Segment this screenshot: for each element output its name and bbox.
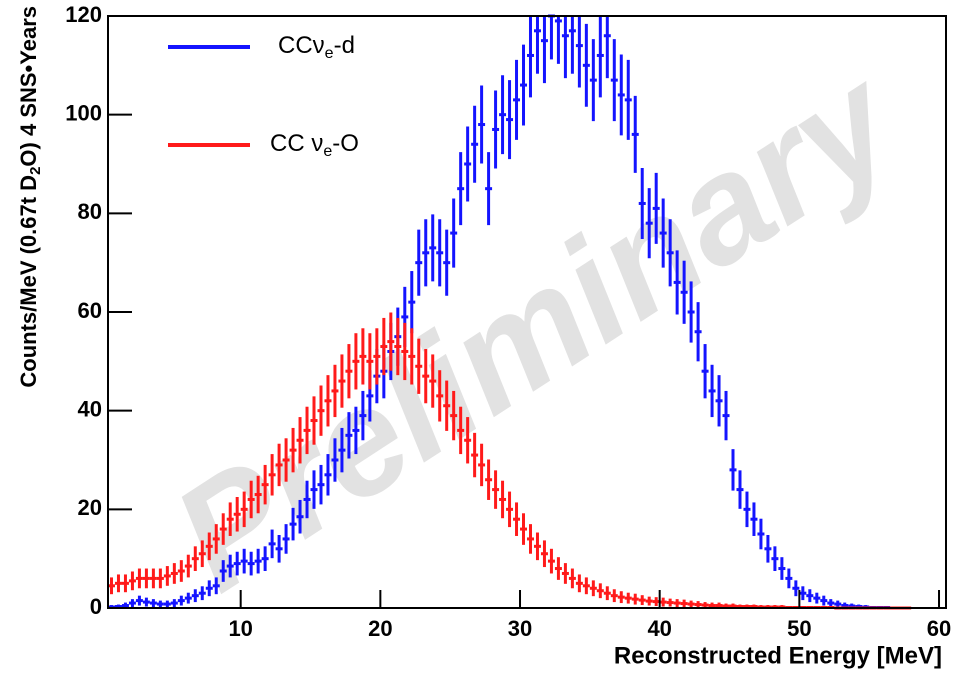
x-tick-label: 60 [927, 616, 951, 641]
y-axis-label: Counts/MeV (0.67t D2O) 4 SNS•Years [16, 6, 44, 388]
legend-subscript: e [323, 143, 332, 160]
y-label-subscript: 2 [27, 167, 44, 175]
y-tick-label: 0 [90, 594, 102, 619]
x-tick-label: 30 [508, 616, 532, 641]
y-label-part: Counts/MeV (0.67t D [16, 175, 41, 388]
legend-label-part: CCν [278, 32, 325, 59]
x-tick-label: 50 [787, 616, 811, 641]
legend-label: CCνe-d [278, 32, 355, 62]
y-tick-label: 80 [78, 199, 102, 224]
y-tick-label: 20 [78, 495, 102, 520]
legend-label-part: CC ν [270, 130, 323, 157]
x-tick-label: 10 [228, 616, 252, 641]
series [108, 14, 912, 610]
legend-label: CC νe-O [270, 130, 359, 160]
y-tick-label: 120 [65, 2, 102, 27]
y-tick-label: 40 [78, 396, 102, 421]
y-label-part: O) 4 SNS•Years [16, 6, 41, 167]
legend-subscript: e [325, 45, 334, 62]
legend-label-part: -d [334, 32, 355, 59]
x-tick-label: 40 [647, 616, 671, 641]
legend-label-part: -O [332, 130, 359, 157]
x-axis-label: Reconstructed Energy [MeV] [614, 642, 942, 669]
x-tick-label: 20 [368, 616, 392, 641]
y-tick-label: 60 [78, 298, 102, 323]
y-tick-label: 100 [65, 100, 102, 125]
